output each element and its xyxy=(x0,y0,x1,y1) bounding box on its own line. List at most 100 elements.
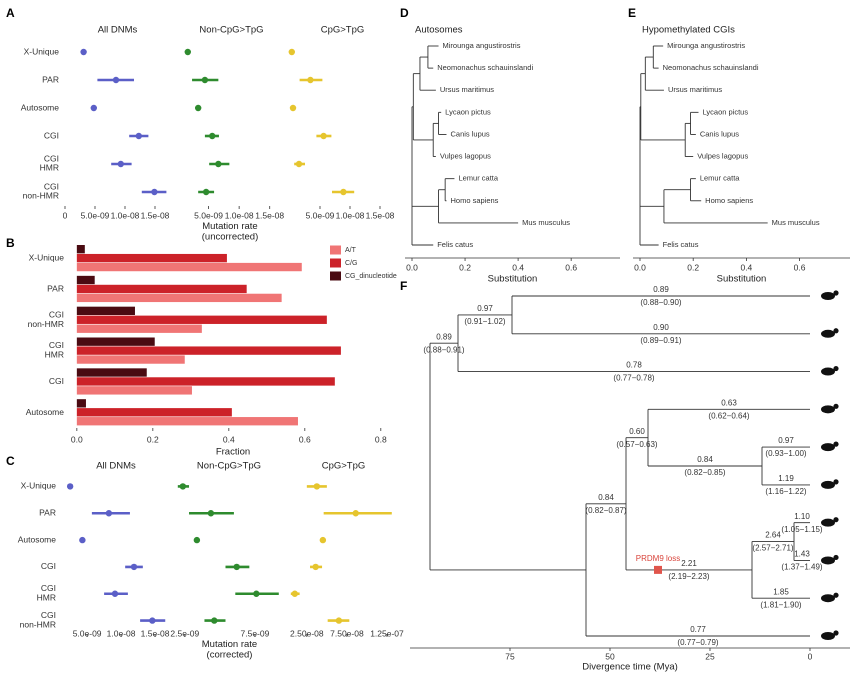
point xyxy=(80,48,87,56)
y-tick-label: X-Unique xyxy=(21,481,57,491)
x-tick-label: 1.0e-08 xyxy=(107,628,136,638)
legend-swatch xyxy=(330,258,341,268)
point xyxy=(352,510,359,517)
x-axis-title: Divergence time (Mya) xyxy=(582,662,678,673)
species-icon xyxy=(821,594,835,603)
point xyxy=(201,76,209,84)
branch-ci: (0.77−0.78) xyxy=(613,374,654,383)
y-tick-label: PAR xyxy=(47,284,64,294)
leaf-label: Neomonachus schauinslandi xyxy=(663,63,759,72)
panel-title: Hypomethylated CGIs xyxy=(642,25,735,36)
x-tick-label: 1.5e-08 xyxy=(255,210,284,220)
y-tick-label: X-Unique xyxy=(29,253,65,263)
point xyxy=(202,188,210,196)
x-axis-title: Mutation rate (uncorrected) xyxy=(202,221,259,242)
branch-rate: 1.19 xyxy=(778,474,794,483)
x-tick-label: 0 xyxy=(63,210,68,220)
bar xyxy=(76,324,202,333)
leaf-label: Lycaon pictus xyxy=(703,107,749,116)
annotation-label: PRDM9 loss xyxy=(636,554,680,563)
branch-rate: 1.10 xyxy=(794,512,810,521)
branch-ci: (1.81−1.90) xyxy=(760,600,801,609)
leaf-label: Lemur catta xyxy=(458,174,498,183)
legend-label: A/T xyxy=(345,247,357,254)
point xyxy=(307,76,314,84)
x-tick-label: 0.0 xyxy=(634,262,646,272)
branch-rate: 1.85 xyxy=(773,587,789,596)
bar xyxy=(76,399,86,408)
leaf-label: Neomonachus schauinslandi xyxy=(437,63,533,72)
leaf-label: Vulpes lagopus xyxy=(440,152,491,161)
leaf-label: Mirounga angustirostris xyxy=(443,41,521,50)
x-tick-label: 5.0e-09 xyxy=(73,628,102,638)
branch-ci: (0.91−1.02) xyxy=(464,317,505,326)
x-tick-label: 25 xyxy=(705,651,715,661)
branch-rate: 2.21 xyxy=(681,559,697,568)
leaf-label: Mus musculus xyxy=(772,218,820,227)
point xyxy=(207,510,215,517)
species-icon xyxy=(821,556,835,565)
leaf-label: Felis catus xyxy=(663,240,699,249)
species-icon xyxy=(821,632,835,640)
y-tick-label: PAR xyxy=(39,508,56,518)
x-tick-label: 1.5e-08 xyxy=(141,210,170,220)
branch-ci: (2.19−2.23) xyxy=(668,572,709,581)
x-axis-title: Fraction xyxy=(216,447,250,458)
panel-title: Autosomes xyxy=(415,25,463,36)
branch-rate: 0.60 xyxy=(629,427,645,436)
y-tick-label: CGI non-HMR xyxy=(23,182,59,201)
branch-ci: (0.62−0.64) xyxy=(708,411,749,420)
bar xyxy=(76,253,227,263)
x-tick-label: 1.25e-07 xyxy=(370,628,404,638)
leaf-label: Homo sapiens xyxy=(705,196,753,205)
y-tick-label: Autosome xyxy=(18,534,57,544)
x-tick-label: 0.8 xyxy=(375,434,387,444)
species-icon-head xyxy=(833,403,839,409)
x-tick-label: 7.5e-09 xyxy=(241,628,270,638)
panel-label: F xyxy=(400,279,407,293)
point xyxy=(149,617,156,624)
legend-swatch xyxy=(330,271,341,281)
x-tick-label: 5.0e-09 xyxy=(194,210,223,220)
branch-ci: (0.77−0.79) xyxy=(677,638,718,647)
leaf-label: Mus musculus xyxy=(522,218,570,227)
branch-ci: (1.05−1.15) xyxy=(781,525,822,534)
bar xyxy=(76,368,147,377)
branch-rate: 0.63 xyxy=(721,398,737,407)
facet-title: CpG>TpG xyxy=(321,25,365,36)
point xyxy=(335,617,343,624)
x-tick-label: 0.2 xyxy=(687,262,699,272)
x-axis-title: Substitution xyxy=(717,274,767,285)
species-icon xyxy=(821,518,835,527)
branch-ci: (0.89−0.91) xyxy=(640,336,681,345)
x-tick-label: 0.4 xyxy=(740,262,752,272)
leaf-label: Homo sapiens xyxy=(450,196,498,205)
point xyxy=(312,563,319,571)
bar xyxy=(76,417,298,426)
branch-ci: (0.57−0.63) xyxy=(616,440,657,449)
bar xyxy=(76,337,155,346)
point xyxy=(193,536,201,544)
bar xyxy=(76,355,185,364)
branch-ci: (0.93−1.00) xyxy=(765,449,806,458)
panel-label: A xyxy=(6,6,15,20)
y-tick-label: CGI HMR xyxy=(37,583,56,602)
branch-ci: (1.16−1.22) xyxy=(765,487,806,496)
bar xyxy=(76,245,85,254)
y-tick-label: CGI non-HMR xyxy=(28,310,64,329)
species-icon-head xyxy=(833,328,839,334)
x-tick-label: 50 xyxy=(605,651,615,661)
y-tick-label: Autosome xyxy=(21,102,60,112)
y-tick-label: CGI xyxy=(41,561,56,571)
x-tick-label: 0.4 xyxy=(512,262,524,272)
point xyxy=(320,132,327,140)
point xyxy=(111,590,119,597)
x-tick-label: 1.5e-08 xyxy=(141,628,170,638)
x-tick-label: 2.50e-08 xyxy=(290,628,324,638)
point xyxy=(66,483,74,490)
facet-title: CpG>TpG xyxy=(322,461,366,472)
branch-rate: 0.84 xyxy=(697,455,713,464)
annotation-marker xyxy=(654,565,662,574)
point xyxy=(291,590,299,597)
